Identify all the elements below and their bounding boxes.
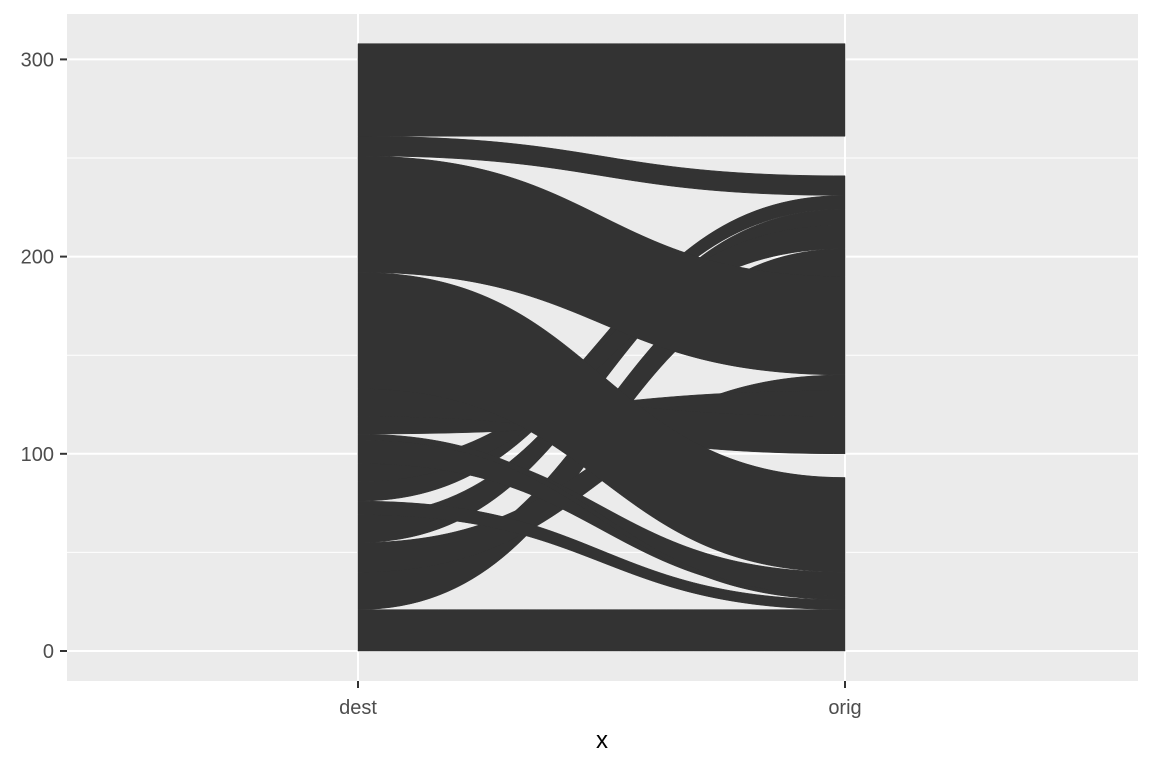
flow-ribbon bbox=[357, 155, 846, 376]
y-tick-label: 0 bbox=[43, 641, 54, 663]
y-tick-label: 200 bbox=[21, 247, 54, 269]
x-tick-label: dest bbox=[339, 697, 377, 719]
y-tick-label: 100 bbox=[21, 444, 54, 466]
flow-ribbon bbox=[357, 272, 846, 573]
flow-ribbon bbox=[357, 609, 846, 652]
flow-ribbon bbox=[357, 43, 846, 137]
flow-ribbons bbox=[357, 43, 846, 652]
x-axis-title: x bbox=[596, 727, 608, 754]
flow-ribbon bbox=[357, 433, 846, 600]
axes: 0 100 200 300 dest orig bbox=[21, 49, 862, 719]
flow-ribbon bbox=[357, 136, 846, 196]
y-tick-label: 300 bbox=[21, 49, 54, 71]
x-tick-label: orig bbox=[828, 697, 861, 719]
flow-ribbon bbox=[357, 500, 846, 610]
